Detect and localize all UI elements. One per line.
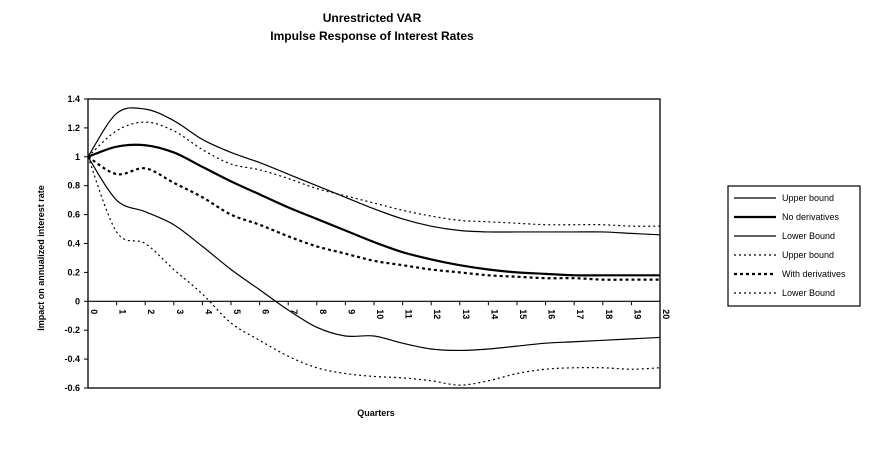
y-tick-label: -0.2 <box>64 325 80 335</box>
legend: Upper bound No derivatives Lower Bound Uppe… <box>727 185 861 307</box>
chart-subtitle: Impulse Response of Interest Rates <box>270 29 474 43</box>
y-tick-label: 1 <box>75 152 80 162</box>
chart-title: Unrestricted VAR <box>323 11 422 25</box>
x-tick-label: 5 <box>232 309 242 314</box>
x-tick-label: 19 <box>632 309 642 319</box>
series-line-2 <box>87 143 660 277</box>
x-tick-label: 4 <box>203 309 213 314</box>
x-tick-label: 11 <box>404 309 414 319</box>
x-tick-label: 14 <box>489 309 499 319</box>
x-tick-label: 10 <box>375 309 385 319</box>
x-tick-label: 9 <box>346 309 356 314</box>
series-line-5 <box>87 155 660 281</box>
legend-label: With derivatives <box>782 269 846 279</box>
legend-label: Upper bound <box>782 193 834 203</box>
x-tick-label: 7 <box>289 309 299 314</box>
series-line-6 <box>87 156 661 386</box>
x-tick-label: 2 <box>146 309 156 314</box>
x-tick-label: 6 <box>261 309 271 314</box>
y-axis-title: Impact on annualized interest rate <box>36 185 46 331</box>
x-axis-title: Quarters <box>357 408 395 418</box>
y-tick-label: 0.6 <box>67 210 80 220</box>
legend-label: Lower Bound <box>782 288 835 298</box>
y-tick-label: 1.4 <box>67 94 80 104</box>
x-tick-label: 16 <box>547 309 557 319</box>
y-tick-label: 1.2 <box>67 123 80 133</box>
y-tick-label: -0.4 <box>64 354 80 364</box>
x-tick-label: 3 <box>175 309 185 314</box>
x-tick-label: 18 <box>604 309 614 319</box>
plot-frame <box>87 98 661 389</box>
series-line-4 <box>87 121 661 227</box>
x-tick-label: 13 <box>461 309 471 319</box>
legend-box <box>727 185 861 307</box>
legend-label: No derivatives <box>782 212 840 222</box>
x-tick-label: 0 <box>89 309 99 314</box>
x-tick-label: 17 <box>575 309 585 319</box>
y-tick-label: 0.8 <box>67 181 80 191</box>
legend-label: Lower Bound <box>782 231 835 241</box>
x-tick-label: 8 <box>318 309 328 314</box>
y-tick-label: -0.6 <box>64 383 80 393</box>
series-line-1 <box>87 107 661 236</box>
x-tick-label: 15 <box>518 309 528 319</box>
y-tick-label: 0.4 <box>67 239 80 249</box>
x-tick-label: 1 <box>118 309 128 314</box>
legend-label: Upper bound <box>782 250 834 260</box>
series-line-3 <box>87 156 661 352</box>
x-tick-label: 12 <box>432 309 442 319</box>
x-tick-label: 20 <box>661 309 671 319</box>
plot-area: 0 1 2 3 4 5 6 7 8 9 10 11 12 13 14 15 16 17 18 19 201.41.210… <box>64 94 671 393</box>
y-tick-label: 0.2 <box>67 267 80 277</box>
y-tick-label: 0 <box>75 296 80 306</box>
